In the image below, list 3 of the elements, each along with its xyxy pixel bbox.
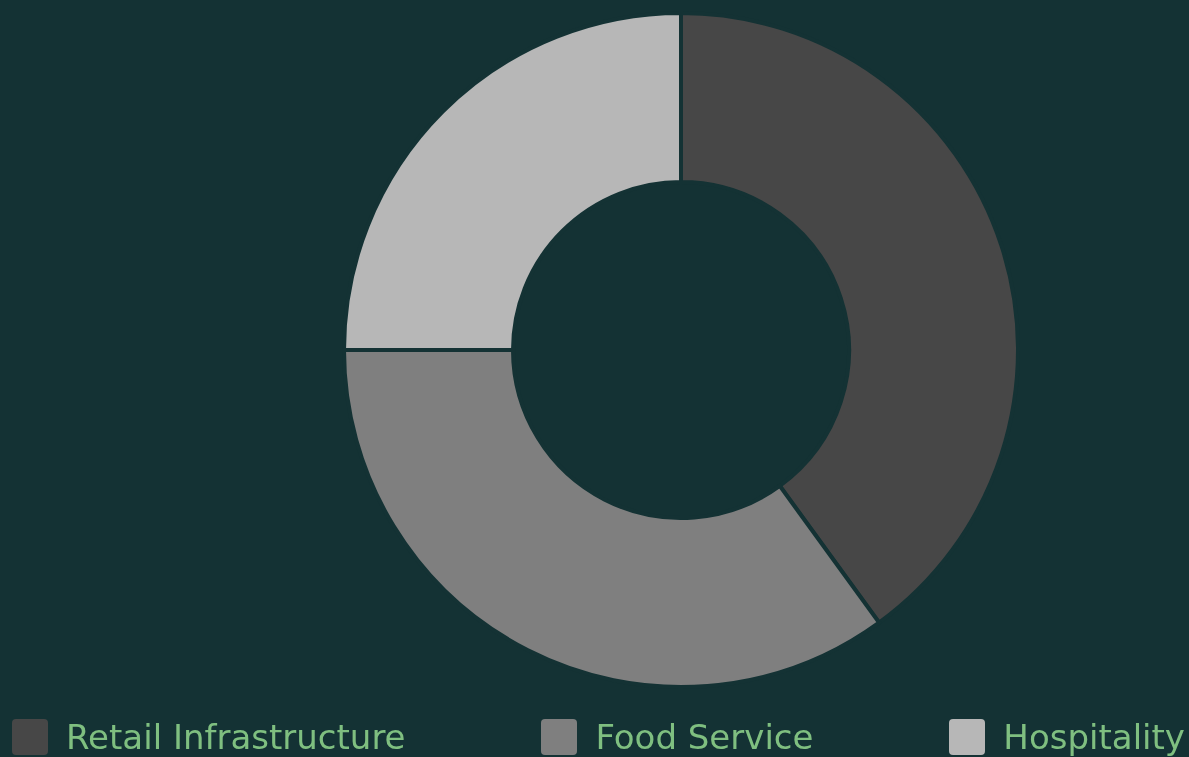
legend-label: Hospitality [1003, 717, 1185, 757]
legend-label: Food Service [595, 717, 814, 757]
legend-label: Retail Infrastructure [66, 717, 406, 757]
